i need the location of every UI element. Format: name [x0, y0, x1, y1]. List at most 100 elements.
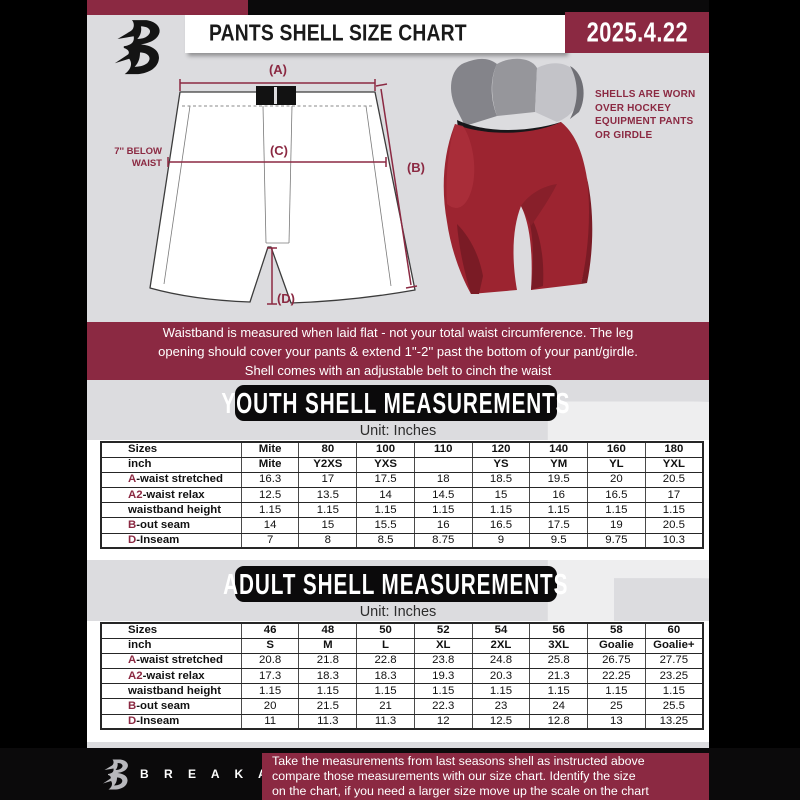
table-cell: 24 [529, 698, 588, 715]
table-cell: 9.75 [587, 532, 646, 549]
table-row: B-out seam 14 15 15.5 16 16.5 17.5 19 20.5 [100, 517, 704, 534]
top-strip-black [248, 0, 709, 15]
table-cell: 16.5 [587, 487, 646, 504]
measure-label-a: (A) [269, 62, 287, 77]
table-cell: 21.3 [529, 668, 588, 685]
table-cell: Goalie [587, 637, 646, 654]
table-cell: 9.5 [529, 532, 588, 549]
pants-photo [439, 54, 615, 320]
table-cell: 20.5 [644, 517, 704, 534]
measure-label-c: (C) [270, 143, 288, 158]
table-cell: 8.5 [356, 532, 415, 549]
table-cell: S [240, 637, 300, 654]
table-cell: Y2XS [298, 456, 358, 473]
table-cell: 11.3 [298, 713, 358, 730]
table-cell: 16 [413, 517, 473, 534]
adult-unit-label: Unit: Inches [359, 604, 437, 620]
table-cell: 16.5 [471, 517, 531, 534]
table-cell: 20 [240, 698, 300, 715]
table-cell: XL [413, 637, 473, 654]
table-cell: 52 [413, 622, 473, 639]
table-cell: 11.3 [356, 713, 415, 730]
table-cell: 1.15 [529, 502, 588, 519]
table-cell: 17.5 [529, 517, 588, 534]
row-label: A2-waist relax [100, 668, 242, 685]
table-row: A2-waist relax 17.3 18.3 18.3 19.3 20.3 21.3 22… [100, 668, 704, 685]
table-cell: 13.5 [298, 487, 358, 504]
table-cell: 50 [356, 622, 415, 639]
table-cell: 20.5 [644, 471, 704, 489]
table-cell: L [356, 637, 415, 654]
row-label: A2-waist relax [100, 487, 242, 504]
date-text: 2025.4.22 [586, 16, 688, 48]
table-cell: 18 [413, 471, 473, 489]
table-cell: 1.15 [471, 683, 531, 700]
waist-note: 7'' BELOW WAIST [114, 146, 162, 169]
adult-banner-text: ADULT SHELL MEASUREMENTS [223, 567, 569, 600]
date-badge: 2025.4.22 [565, 12, 709, 53]
table-cell: 1.15 [471, 502, 531, 519]
table-cell: 18.5 [471, 471, 531, 489]
table-cell: 12.8 [529, 713, 588, 730]
table-row: Sizes Mite 80 100 110 120 140 160 180 [100, 441, 704, 458]
table-cell: 1.15 [644, 502, 704, 519]
table-cell: 17 [644, 487, 704, 504]
table-cell: 23 [471, 698, 531, 715]
table-cell: 46 [240, 622, 300, 639]
pants-note: SHELLS ARE WORN OVER HOCKEY EQUIPMENT PA… [595, 89, 696, 141]
table-cell: Mite [240, 441, 300, 458]
table-row: D-Inseam 11 11.3 11.3 12 12.5 12.8 13 13.25 [100, 713, 704, 730]
table-cell: 1.15 [240, 683, 300, 700]
table-cell: 1.15 [413, 502, 473, 519]
table-cell: 1.15 [529, 683, 588, 700]
table-cell: 16.3 [240, 471, 300, 489]
table-cell: 54 [471, 622, 531, 639]
table-cell: 25.5 [644, 698, 704, 715]
table-cell: 48 [298, 622, 358, 639]
row-label: Sizes [100, 441, 242, 458]
row-label: inch [100, 456, 242, 473]
table-cell: 25.8 [529, 652, 588, 670]
table-cell: 17.5 [356, 471, 415, 489]
table-row: D-Inseam 7 8 8.5 8.75 9 9.5 9.75 10.3 [100, 532, 704, 549]
table-cell: 1.15 [240, 502, 300, 519]
table-cell: 180 [644, 441, 704, 458]
table-cell: 21 [356, 698, 415, 715]
table-cell: 19.5 [529, 471, 588, 489]
table-cell: 1.15 [356, 683, 415, 700]
table-cell: 15 [471, 487, 531, 504]
top-strip-maroon [87, 0, 248, 15]
table-cell: 1.15 [298, 683, 358, 700]
table-cell: 19 [587, 517, 646, 534]
table-row: waistband height 1.15 1.15 1.15 1.15 1.15 1.15… [100, 683, 704, 700]
table-cell: Mite [240, 456, 300, 473]
table-cell: 20 [587, 471, 646, 489]
table-cell: 1.15 [587, 683, 646, 700]
title-bar: PANTS SHELL SIZE CHART [185, 15, 565, 53]
table-cell: 1.15 [413, 683, 473, 700]
row-label: B-out seam [100, 698, 242, 715]
table-cell: YXL [644, 456, 704, 473]
table-cell: Goalie+ [644, 637, 704, 654]
table-cell: 15.5 [356, 517, 415, 534]
table-cell: 13 [587, 713, 646, 730]
table-cell: 2XL [471, 637, 531, 654]
table-cell: 18.3 [298, 668, 358, 685]
table-cell: 13.25 [644, 713, 704, 730]
table-cell: 14 [240, 517, 300, 534]
adult-banner: ADULT SHELL MEASUREMENTS [223, 566, 568, 602]
table-row: B-out seam 20 21.5 21 22.3 23 24 25 25.5 [100, 698, 704, 715]
table-cell: 14 [356, 487, 415, 504]
table-cell: 7 [240, 532, 300, 549]
table-row: inch S M L XL 2XL 3XL Goalie Goalie+ [100, 637, 704, 654]
table-cell: 80 [298, 441, 358, 458]
table-cell: 160 [587, 441, 646, 458]
youth-banner-text: YOUTH SHELL MEASUREMENTS [221, 386, 571, 419]
table-cell: 22.25 [587, 668, 646, 685]
table-row: A-waist stretched 16.3 17 17.5 18 18.5 19.5 20 2… [100, 471, 704, 489]
table-cell: 56 [529, 622, 588, 639]
table-cell: 58 [587, 622, 646, 639]
table-cell [413, 456, 473, 473]
measure-label-b: (B) [407, 160, 425, 175]
table-cell: 26.75 [587, 652, 646, 670]
